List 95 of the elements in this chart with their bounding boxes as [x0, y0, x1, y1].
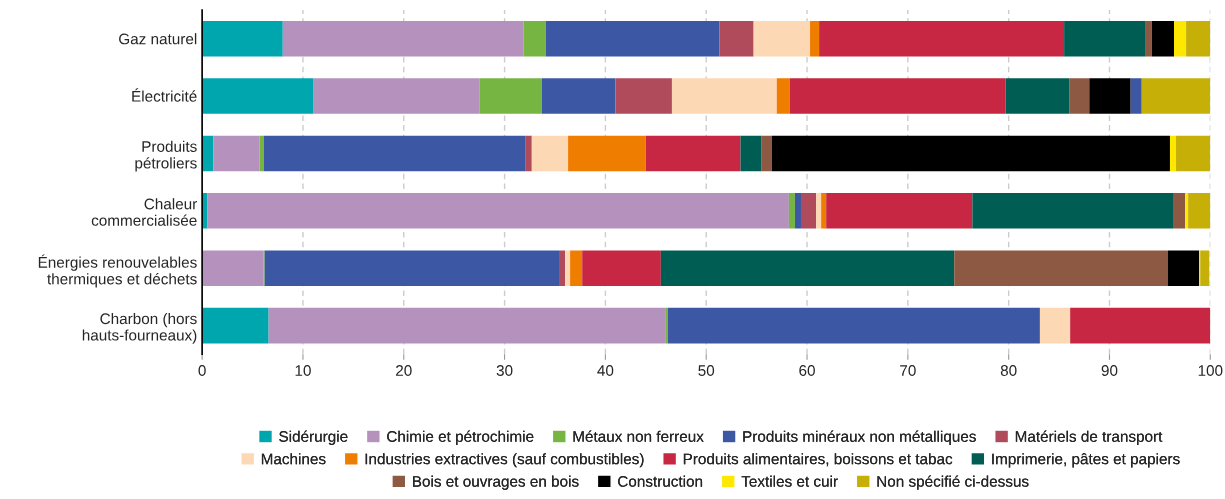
legend-label: Matériels de transport [1015, 430, 1163, 445]
bar [788, 193, 795, 229]
bar [719, 20, 754, 57]
bar [568, 135, 646, 172]
bar [667, 307, 1040, 344]
bar [313, 78, 480, 114]
bar [1069, 78, 1090, 114]
bar [660, 250, 955, 286]
bar [264, 250, 560, 286]
bar [671, 78, 777, 114]
bar [202, 20, 283, 57]
bar [1176, 135, 1211, 172]
bar [1169, 135, 1177, 172]
legend-label: Produits alimentaires, boissons et tabac [683, 453, 953, 467]
x-tick-label: 80 [1000, 365, 1017, 376]
bar [1186, 20, 1211, 57]
legend-label: Produits minéraux non métalliques [743, 430, 976, 445]
legend-label: Machines [261, 453, 326, 465]
bar [282, 20, 524, 57]
bar [761, 135, 772, 172]
bar [1151, 20, 1175, 57]
y-tick-label: Électricité [132, 88, 197, 102]
bar [816, 193, 822, 229]
bar [826, 193, 973, 229]
bar [259, 135, 264, 172]
bar [559, 250, 566, 286]
legend-label: Construction [618, 475, 703, 487]
bar [1174, 20, 1187, 57]
bar [479, 78, 542, 114]
legend-label: Chimie et pétrochimie [387, 430, 534, 445]
x-tick-label: 90 [1101, 365, 1118, 376]
x-tick-label: 70 [900, 365, 916, 376]
legend-label: Non spécifié ci-dessus [877, 475, 1029, 490]
bar [819, 20, 1065, 57]
bar [213, 135, 260, 172]
bar [531, 135, 569, 172]
legend-label: Métaux non ferreux [573, 430, 704, 442]
bar [545, 20, 720, 57]
legend-label: Bois et ouvrages en bois [413, 475, 579, 490]
bar [1070, 307, 1211, 344]
bar [1173, 193, 1186, 229]
bar [972, 193, 1173, 229]
bar [771, 135, 1170, 172]
bar [202, 78, 314, 114]
x-tick-label: 0 [198, 365, 206, 376]
bar [753, 20, 811, 57]
bar [565, 250, 571, 286]
bar [645, 135, 741, 172]
bar [1185, 193, 1189, 229]
x-tick-label: 100 [1198, 365, 1223, 376]
bar [1141, 78, 1211, 114]
x-tick-label: 60 [799, 365, 815, 376]
legend-label: Industries extractives (sauf combustibles) [365, 453, 644, 468]
bar [615, 78, 672, 114]
y-tick-label: Gaz naturel [119, 33, 197, 45]
bar [740, 135, 762, 172]
bar [954, 250, 1168, 286]
x-tick-label: 20 [396, 365, 412, 376]
bar [800, 193, 817, 229]
bar [1200, 250, 1210, 286]
bar [202, 250, 264, 286]
x-tick-label: 30 [496, 365, 513, 376]
bar [794, 193, 801, 229]
y-tick-label: Chaleur commercialisée [91, 198, 198, 226]
legend-label: Imprimerie, pâtes et papiers [992, 453, 1180, 468]
bar [523, 20, 546, 57]
legend-label: Textiles et cuir [741, 475, 838, 487]
bar [810, 20, 820, 57]
bar [202, 307, 269, 344]
y-tick-label: Produits pétroliers [135, 140, 197, 172]
bar [665, 307, 668, 344]
y-tick-label: Charbon (hors hauts-fourneaux) [82, 312, 197, 344]
bar [821, 193, 827, 229]
y-tick-label: Énergies renouvelables thermiques et déchets [38, 254, 197, 288]
bar [570, 250, 583, 286]
bar [789, 78, 1006, 114]
bar [1145, 20, 1152, 57]
bar [207, 193, 789, 229]
bar [1188, 193, 1211, 229]
bar [263, 135, 526, 172]
bar [1130, 78, 1142, 114]
bar [776, 78, 790, 114]
legend-label: Sidérurgie [279, 430, 348, 445]
x-tick-label: 50 [698, 365, 715, 376]
bar [1064, 20, 1146, 57]
bar [1039, 307, 1071, 344]
x-tick-label: 10 [295, 365, 311, 376]
bar [1089, 78, 1131, 114]
bar [1005, 78, 1070, 114]
bar [268, 307, 666, 344]
bar [582, 250, 661, 286]
x-tick-label: 40 [597, 365, 614, 376]
bar [525, 135, 532, 172]
bar [541, 78, 616, 114]
bar [1167, 250, 1200, 286]
